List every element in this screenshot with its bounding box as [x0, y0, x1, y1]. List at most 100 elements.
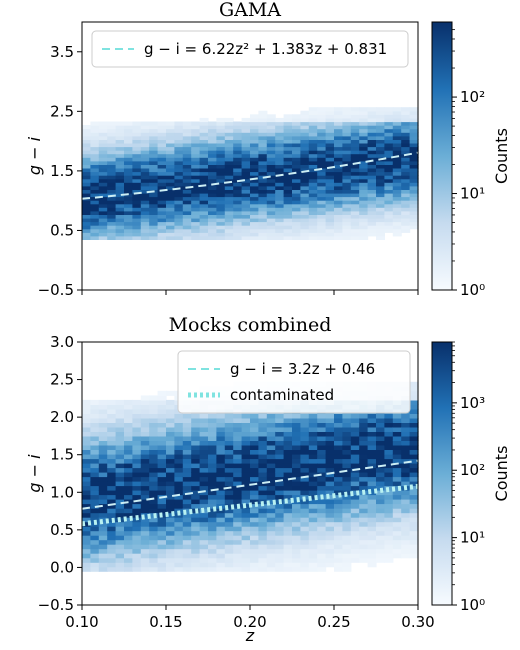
heatmap-cell	[140, 557, 150, 563]
heatmap-cell	[367, 171, 377, 176]
heatmap-cell	[82, 508, 91, 514]
heatmap-cell	[82, 544, 91, 550]
heatmap-cell	[208, 207, 217, 212]
heatmap-cell	[98, 566, 108, 572]
heatmap-cell	[216, 167, 226, 173]
heatmap-cell	[216, 157, 226, 162]
heatmap-cell	[266, 171, 276, 176]
heatmap-cell	[367, 544, 377, 550]
heatmap-cell	[174, 146, 184, 151]
heatmap-cell	[300, 146, 310, 151]
heatmap-cell	[241, 232, 251, 237]
heatmap-cell	[317, 544, 327, 550]
heatmap-cell	[367, 535, 377, 541]
heatmap-cell	[376, 413, 385, 419]
heatmap-cell	[241, 435, 251, 441]
heatmap-cell	[308, 185, 318, 190]
heatmap-cell	[275, 422, 285, 428]
heatmap-cell	[166, 426, 175, 432]
heatmap-cell	[266, 562, 276, 568]
heatmap-cell	[334, 203, 343, 208]
heatmap-cell	[166, 539, 175, 545]
heatmap-cell	[258, 121, 268, 126]
heatmap-cell	[216, 463, 226, 469]
heatmap-cell	[258, 566, 268, 572]
heatmap-cell	[90, 182, 100, 187]
heatmap-cell	[224, 517, 234, 523]
colorbar-tick-label: 10¹	[460, 185, 485, 203]
heatmap-cell	[166, 562, 175, 568]
heatmap-cell	[115, 125, 125, 130]
heatmap-cell	[283, 164, 293, 169]
heatmap-cell	[384, 171, 394, 176]
heatmap-cell	[401, 175, 411, 180]
heatmap-cell	[216, 200, 226, 205]
heatmap-cell	[199, 196, 209, 201]
heatmap-cell	[376, 175, 385, 180]
heatmap-cell	[140, 125, 150, 130]
heatmap-cell	[325, 458, 335, 464]
heatmap-cell	[90, 121, 100, 126]
heatmap-cell	[166, 189, 175, 194]
colorbar	[431, 341, 453, 606]
heatmap-cell	[384, 182, 394, 187]
heatmap-cell	[233, 207, 243, 212]
heatmap-cell	[317, 481, 327, 487]
heatmap-cell	[392, 481, 402, 487]
heatmap-cell	[376, 146, 385, 151]
heatmap-cell	[308, 117, 318, 123]
heatmap-cell	[334, 189, 343, 194]
heatmap-cell	[266, 413, 276, 419]
heatmap-cell	[292, 548, 301, 554]
heatmap-cell	[107, 449, 117, 455]
heatmap-cell	[115, 503, 125, 509]
heatmap-cell	[300, 553, 310, 559]
heatmap-cell	[241, 494, 251, 500]
heatmap-cell	[250, 544, 259, 550]
heatmap-cell	[258, 200, 268, 205]
heatmap-cell	[376, 167, 385, 173]
heatmap-cell	[325, 481, 335, 487]
heatmap-cell	[157, 440, 167, 446]
heatmap-cell	[250, 557, 259, 563]
heatmap-cell	[241, 499, 251, 505]
heatmap-cell	[241, 157, 251, 162]
heatmap-cell	[132, 553, 142, 559]
heatmap-cell	[308, 544, 318, 550]
heatmap-cell	[266, 153, 276, 158]
heatmap-cell	[308, 203, 318, 208]
heatmap-cell	[166, 121, 175, 126]
heatmap-cell	[124, 399, 133, 405]
heatmap-cell	[334, 548, 343, 554]
heatmap-cell	[174, 235, 184, 240]
heatmap-cell	[208, 539, 217, 545]
heatmap-cell	[409, 214, 419, 219]
heatmap-cell	[233, 458, 243, 464]
heatmap-cell	[367, 157, 377, 162]
heatmap-cell	[191, 167, 201, 173]
heatmap-cell	[258, 503, 268, 509]
heatmap-cell	[250, 164, 259, 169]
colorbar-tick-label: 10⁰	[460, 596, 485, 614]
heatmap-cell	[140, 225, 150, 230]
heatmap-cell	[266, 185, 276, 190]
heatmap-cell	[409, 512, 419, 518]
heatmap-cell	[107, 422, 117, 428]
heatmap-cell	[317, 417, 327, 423]
heatmap-cell	[266, 553, 276, 559]
heatmap-cell	[124, 494, 133, 500]
heatmap-cell	[82, 207, 91, 212]
heatmap-cell	[182, 121, 192, 126]
heatmap-cell	[275, 228, 285, 233]
heatmap-cell	[359, 440, 369, 446]
heatmap-cell	[350, 139, 360, 144]
heatmap-cell	[82, 221, 91, 226]
heatmap-cell	[98, 530, 108, 536]
heatmap-cell	[98, 221, 108, 226]
heatmap-cell	[367, 512, 377, 518]
heatmap-cell	[216, 539, 226, 545]
heatmap-cell	[334, 499, 343, 505]
heatmap-cell	[166, 128, 175, 133]
heatmap-cell	[199, 517, 209, 523]
heatmap-cell	[308, 417, 318, 423]
